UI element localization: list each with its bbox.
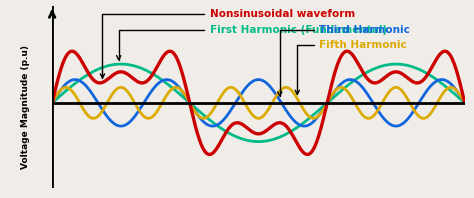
Text: First Harmonic (Fundamental): First Harmonic (Fundamental) (117, 25, 387, 60)
Text: Nonsinusoidal waveform: Nonsinusoidal waveform (100, 9, 355, 78)
Text: Fifth Harmonic: Fifth Harmonic (295, 40, 407, 94)
Text: Third Harmonic: Third Harmonic (278, 25, 410, 96)
Text: Voltage Magnitude (p.u): Voltage Magnitude (p.u) (21, 45, 30, 169)
